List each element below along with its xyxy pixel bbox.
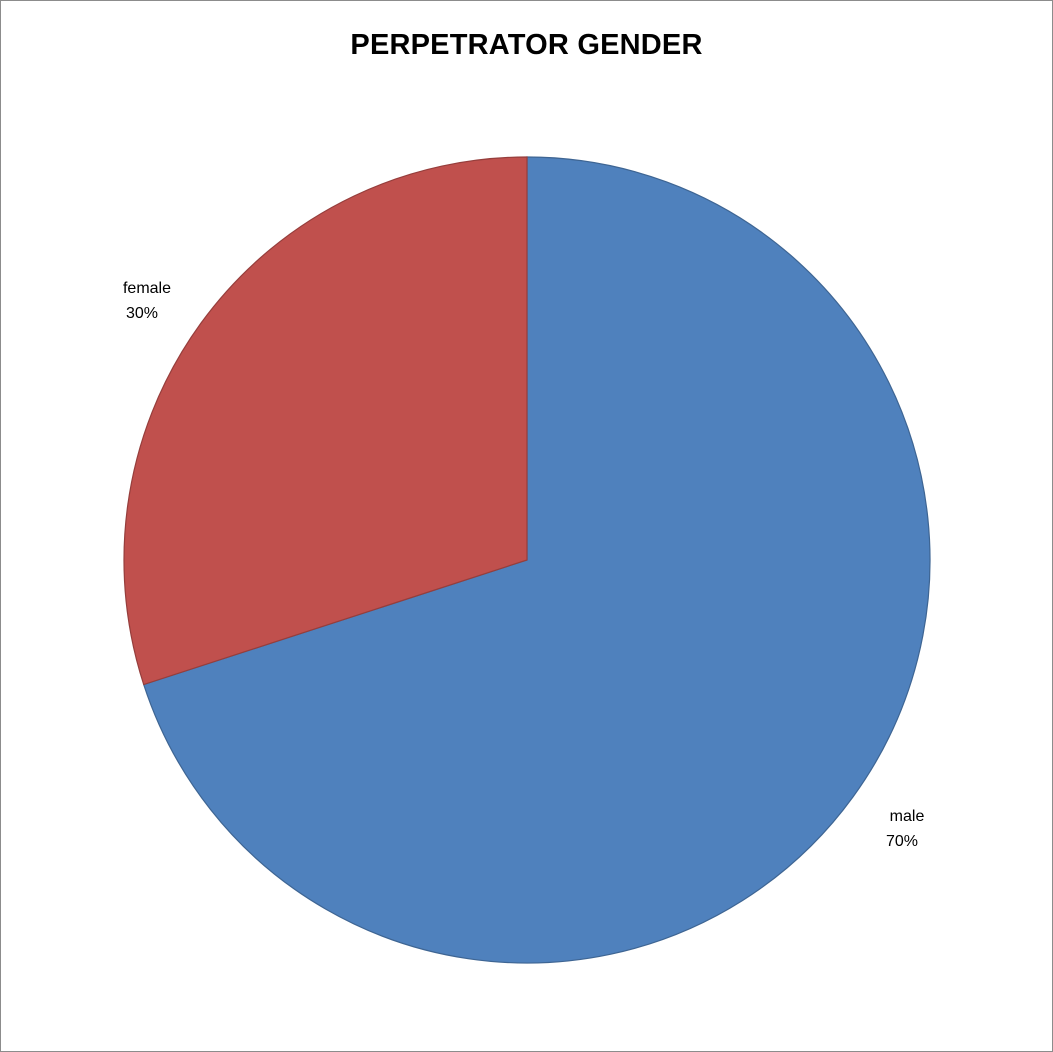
data-label-category-female: female	[123, 280, 171, 297]
data-label-category-male: male	[890, 808, 925, 825]
chart-title: PERPETRATOR GENDER	[350, 29, 703, 61]
data-label-value-female: 30%	[126, 305, 158, 322]
data-label-value-male: 70%	[886, 833, 918, 850]
pie-slices	[123, 156, 931, 964]
data-label-male: male 70%	[886, 808, 924, 850]
pie-labels: female 30% male 70%	[123, 280, 924, 850]
pie-slice-female	[123, 156, 528, 686]
data-label-female: female 30%	[123, 280, 171, 322]
pie-slice-male	[142, 156, 931, 964]
